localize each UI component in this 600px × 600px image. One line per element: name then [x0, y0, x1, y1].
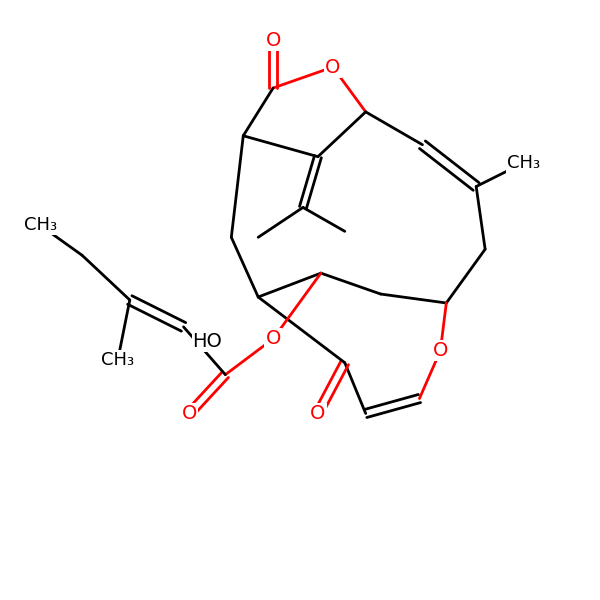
Text: O: O: [265, 329, 281, 349]
Text: CH₃: CH₃: [23, 217, 57, 235]
Text: O: O: [433, 341, 448, 360]
Text: O: O: [182, 404, 197, 423]
Text: O: O: [310, 404, 326, 423]
Text: O: O: [325, 58, 341, 77]
Text: HO: HO: [193, 332, 223, 352]
Text: CH₃: CH₃: [101, 351, 134, 369]
Text: O: O: [265, 31, 281, 50]
Text: CH₃: CH₃: [508, 154, 541, 172]
